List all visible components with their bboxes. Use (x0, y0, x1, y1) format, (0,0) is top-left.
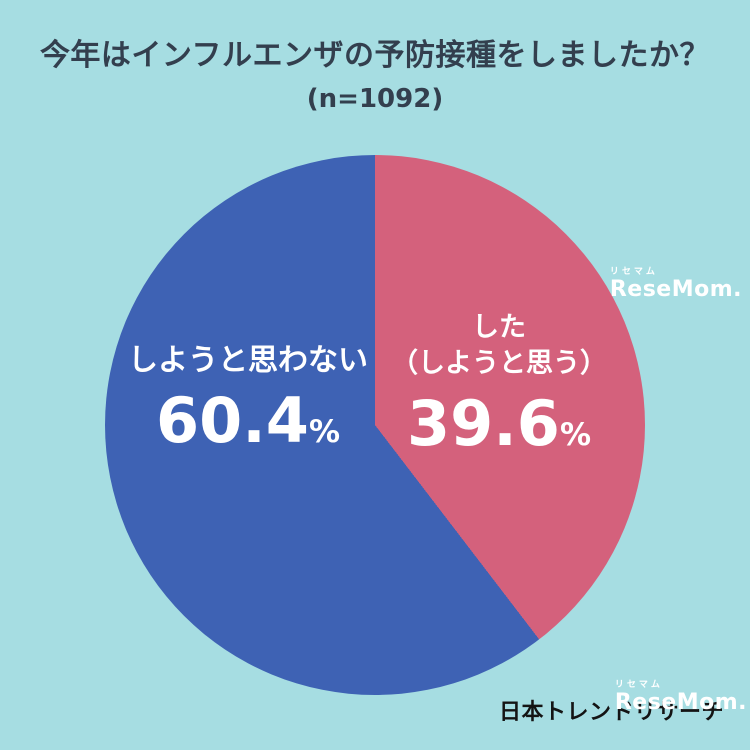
percent-sign-yes: % (559, 416, 592, 453)
slice-value-no: 60.4% (112, 389, 384, 452)
slice-label-group-yes: した （しようと思う） 39.6% (383, 310, 615, 455)
resemom-logo-text: ReseMom. (609, 277, 742, 302)
pie-chart (105, 155, 645, 695)
sample-size: (n=1092) (306, 84, 444, 114)
slice-label-group-no: しようと思わない 60.4% (112, 342, 384, 452)
percent-sign-no: % (308, 413, 341, 450)
resemom-watermark-bottom: リセマム ReseMom. (615, 681, 747, 714)
source-credit: 日本トレンドリサーチ (498, 700, 724, 725)
resemom-furigana: リセマム (609, 267, 658, 277)
slice-value-yes: 39.6% (383, 392, 615, 455)
resemom-logo-text: ReseMom. (614, 690, 747, 715)
resemom-furigana: リセマム (614, 680, 663, 690)
slice-name-no: しようと思わない (128, 343, 368, 378)
chart-title: 今年はインフルエンザの予防接種をしましたか？ (39, 38, 711, 73)
resemom-watermark-mid: リセマム ReseMom. (610, 268, 742, 301)
slice-percent-no: 60.4 (155, 383, 309, 457)
slice-percent-yes: 39.6 (406, 386, 560, 460)
slice-name-yes-line1: した (472, 312, 526, 343)
slice-name-yes-line2: （しようと思う） (391, 348, 607, 380)
